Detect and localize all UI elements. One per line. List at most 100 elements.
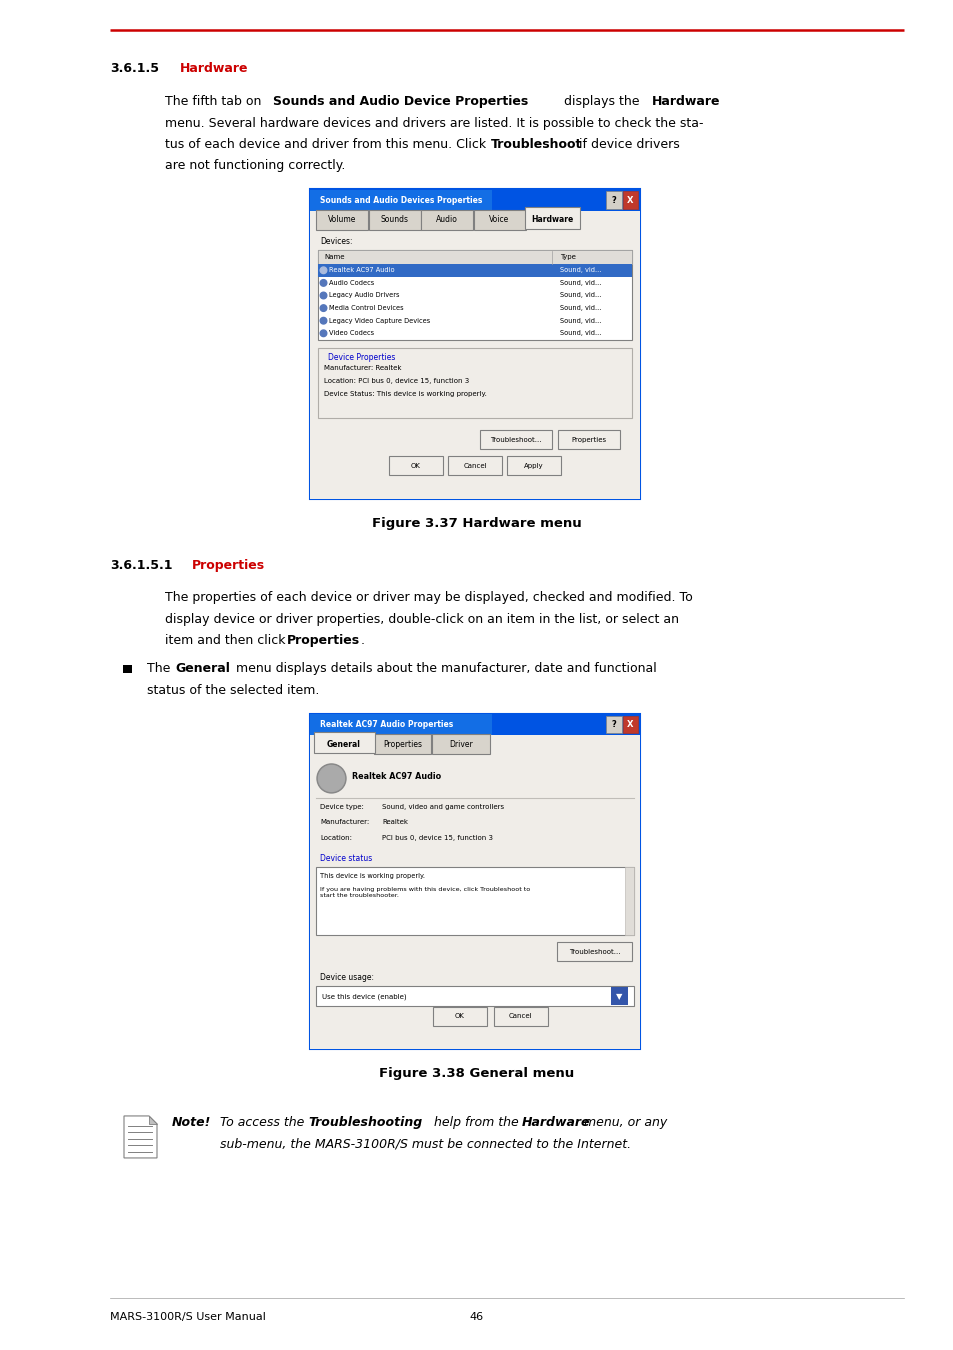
Text: Sound, vid...: Sound, vid...: [559, 317, 600, 324]
Circle shape: [320, 267, 327, 274]
Text: 46: 46: [470, 1312, 483, 1322]
Bar: [310, 189, 639, 500]
Text: Cancel: Cancel: [508, 1014, 532, 1019]
Text: Video Codecs: Video Codecs: [329, 331, 374, 336]
Text: X: X: [626, 196, 633, 205]
Text: Hardware: Hardware: [651, 95, 720, 108]
Text: Device type:: Device type:: [319, 805, 363, 810]
Text: Troubleshoot: Troubleshoot: [491, 138, 581, 151]
Bar: [493, 1007, 547, 1026]
Text: Device status: Device status: [319, 855, 372, 864]
Bar: [315, 868, 634, 936]
Text: Troubleshooting: Troubleshooting: [308, 1116, 422, 1129]
Bar: [420, 211, 473, 230]
Text: tus of each device and driver from this menu. Click: tus of each device and driver from this …: [165, 138, 490, 151]
Bar: [310, 714, 491, 736]
Bar: [524, 208, 578, 228]
Bar: [622, 192, 638, 209]
Bar: [315, 987, 634, 1007]
Circle shape: [320, 279, 327, 286]
Circle shape: [320, 305, 327, 312]
Text: Use this device (enable): Use this device (enable): [322, 994, 406, 1000]
Bar: [605, 192, 620, 209]
Bar: [624, 868, 633, 936]
Text: Legacy Video Capture Devices: Legacy Video Capture Devices: [329, 317, 430, 324]
Text: General: General: [327, 740, 360, 749]
Text: Driver: Driver: [449, 740, 473, 749]
Bar: [389, 456, 442, 475]
Bar: [557, 942, 631, 961]
Text: Realtek AC97 Audio: Realtek AC97 Audio: [352, 772, 440, 782]
Circle shape: [320, 292, 327, 298]
Text: if device drivers: if device drivers: [575, 138, 679, 151]
Text: MARS-3100R/S User Manual: MARS-3100R/S User Manual: [110, 1312, 266, 1322]
Text: Legacy Audio Drivers: Legacy Audio Drivers: [329, 293, 399, 298]
Bar: [448, 456, 501, 475]
Text: Location:: Location:: [319, 834, 352, 841]
Text: displays the: displays the: [559, 95, 643, 108]
Text: The fifth tab on: The fifth tab on: [165, 95, 265, 108]
Bar: [605, 716, 620, 733]
Bar: [473, 211, 525, 230]
Bar: [622, 716, 638, 733]
Text: To access the: To access the: [220, 1116, 308, 1129]
Bar: [315, 211, 368, 230]
Bar: [610, 987, 627, 1006]
Circle shape: [316, 764, 346, 792]
Text: Hardware: Hardware: [530, 215, 573, 224]
Text: Sound, vid...: Sound, vid...: [559, 279, 600, 286]
Text: Apply: Apply: [523, 463, 543, 468]
Bar: [310, 189, 639, 211]
Text: Cancel: Cancel: [463, 463, 486, 468]
Text: Sound, vid...: Sound, vid...: [559, 293, 600, 298]
Circle shape: [318, 765, 344, 791]
Bar: [432, 734, 490, 753]
Text: are not functioning correctly.: are not functioning correctly.: [165, 159, 345, 173]
Bar: [314, 732, 375, 753]
Text: This device is working properly.: This device is working properly.: [319, 873, 424, 879]
Bar: [558, 431, 619, 450]
Text: Realtek: Realtek: [381, 819, 408, 825]
Text: Sounds and Audio Device Properties: Sounds and Audio Device Properties: [273, 95, 528, 108]
Text: Hardware: Hardware: [521, 1116, 590, 1129]
Bar: [123, 664, 132, 674]
Text: X: X: [626, 720, 633, 729]
Bar: [310, 211, 639, 500]
Text: item and then click: item and then click: [165, 634, 289, 648]
Text: Device Status: This device is working properly.: Device Status: This device is working pr…: [324, 392, 486, 397]
Text: Name: Name: [324, 254, 344, 261]
Bar: [317, 348, 631, 418]
Bar: [310, 189, 491, 211]
Text: Realtek AC97 Audio Properties: Realtek AC97 Audio Properties: [319, 720, 453, 729]
Text: Properties: Properties: [287, 634, 359, 648]
Text: Figure 3.37 Hardware menu: Figure 3.37 Hardware menu: [372, 517, 581, 531]
Text: PCI bus 0, device 15, function 3: PCI bus 0, device 15, function 3: [381, 834, 493, 841]
Polygon shape: [124, 1116, 157, 1158]
Text: menu. Several hardware devices and drivers are listed. It is possible to check t: menu. Several hardware devices and drive…: [165, 116, 702, 130]
Polygon shape: [149, 1116, 157, 1125]
Text: Troubleshoot...: Troubleshoot...: [568, 949, 619, 954]
Text: Note!: Note!: [172, 1116, 212, 1129]
Text: Sound, vid...: Sound, vid...: [559, 305, 600, 310]
Text: Hardware: Hardware: [180, 62, 248, 76]
Bar: [317, 251, 631, 265]
Bar: [479, 431, 552, 450]
Text: ?: ?: [611, 196, 616, 205]
Text: Voice: Voice: [489, 215, 509, 224]
Text: help from the: help from the: [430, 1116, 522, 1129]
Text: menu displays details about the manufacturer, date and functional: menu displays details about the manufact…: [232, 663, 656, 675]
Text: General: General: [175, 663, 230, 675]
Text: OK: OK: [454, 1014, 464, 1019]
Text: Audio Codecs: Audio Codecs: [329, 279, 374, 286]
Text: Properties: Properties: [382, 740, 421, 749]
Bar: [368, 211, 420, 230]
Circle shape: [320, 329, 327, 336]
Text: Sounds: Sounds: [380, 215, 408, 224]
Text: ▼: ▼: [616, 992, 622, 1000]
Text: The: The: [147, 663, 174, 675]
Text: ?: ?: [611, 720, 616, 729]
Text: status of the selected item.: status of the selected item.: [147, 684, 319, 697]
Bar: [310, 736, 639, 1049]
Text: If you are having problems with this device, click Troubleshoot to
start the tro: If you are having problems with this dev…: [319, 887, 530, 898]
Text: .: .: [360, 634, 365, 648]
